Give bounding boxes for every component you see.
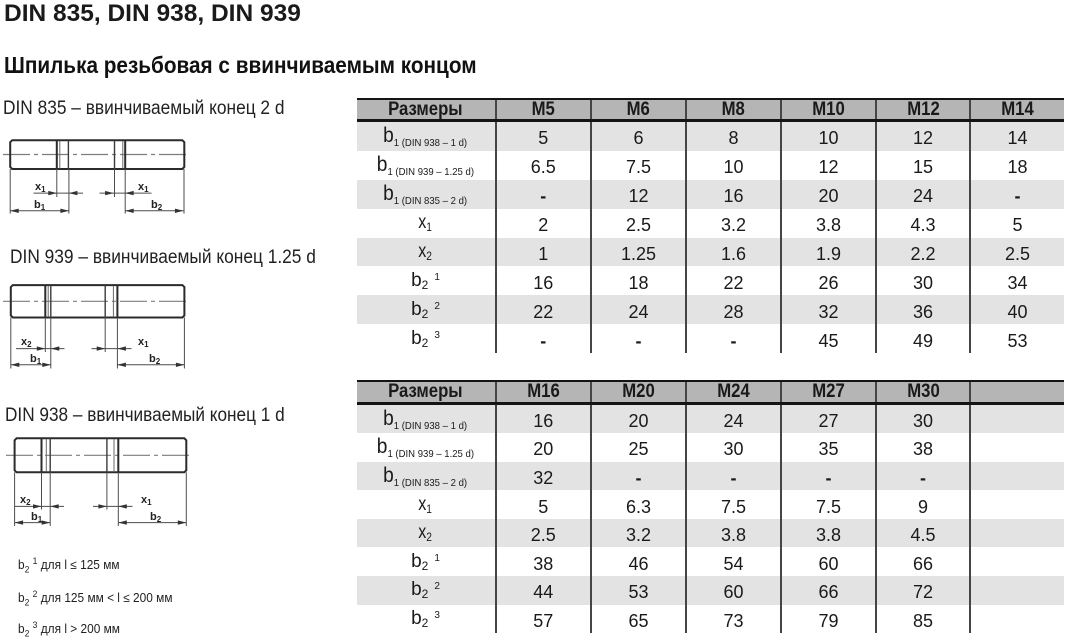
svg-text:x2: x2 — [21, 336, 32, 349]
svg-text:x1: x1 — [138, 336, 149, 349]
svg-text:x1: x1 — [138, 181, 149, 194]
svg-text:b1: b1 — [34, 199, 46, 212]
svg-text:x1: x1 — [141, 494, 152, 507]
svg-text:b1: b1 — [30, 353, 42, 366]
svg-text:b1: b1 — [31, 511, 43, 524]
svg-text:b2: b2 — [150, 511, 162, 524]
svg-text:b2: b2 — [149, 353, 161, 366]
svg-text:x1: x1 — [35, 181, 46, 194]
svg-text:x2: x2 — [20, 494, 31, 507]
svg-text:b2: b2 — [151, 199, 163, 212]
